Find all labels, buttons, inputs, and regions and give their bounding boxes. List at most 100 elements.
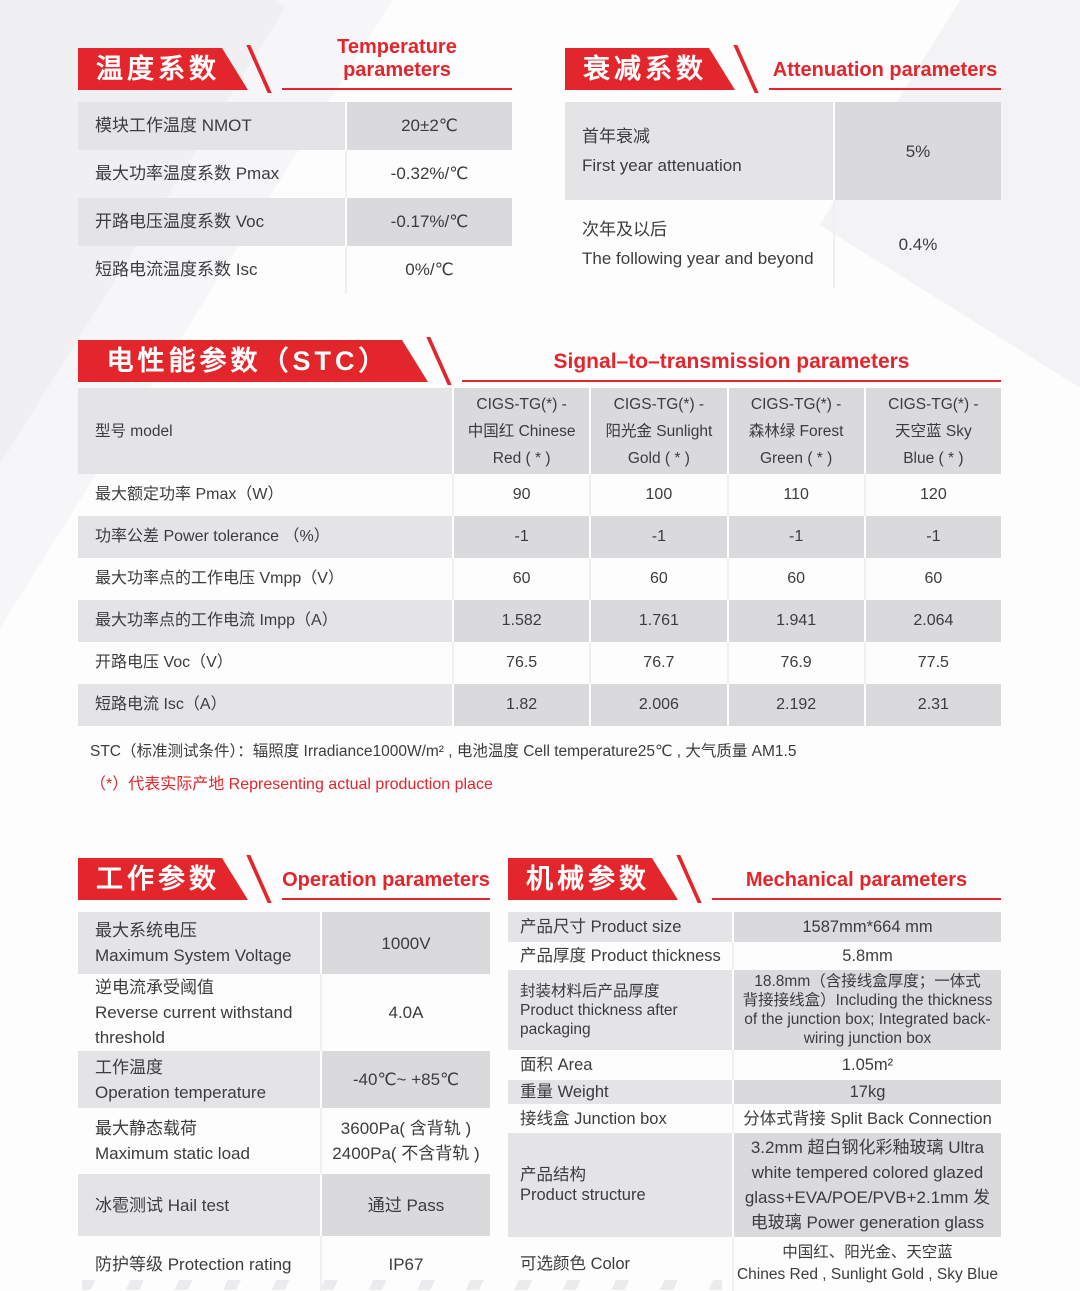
table-row: 冰雹测试 Hail test 通过 Pass: [78, 1174, 490, 1236]
row-value: 2.31: [863, 684, 1001, 726]
table-row: 接线盒 Junction box 分体式背接 Split Back Connect…: [508, 1104, 1001, 1133]
row-value: 60: [589, 558, 726, 600]
row-value: 1587mm*664 mm: [732, 912, 1001, 942]
row-label: 模块工作温度 NMOT: [78, 102, 345, 150]
row-value: 3.2mm 超白钢化彩釉玻璃 Ultra white tempered color…: [732, 1133, 1001, 1237]
row-value: 100: [589, 474, 726, 516]
row-value: -40℃~ +85℃: [320, 1051, 490, 1108]
banner-slant-line: [733, 45, 759, 93]
table-row: 开路电压 Voc（V） 76.5 76.7 76.9 77.5: [78, 642, 1001, 684]
row-value: 分体式背接 Split Back Connection: [732, 1104, 1001, 1133]
section-title-en: Mechanical parameters: [745, 869, 968, 891]
table-row: 模块工作温度 NMOT 20±2℃: [78, 102, 512, 150]
table-row: 重量 Weight 17kg: [508, 1080, 1001, 1104]
row-label: 首年衰减 First year attenuation: [565, 102, 833, 200]
banner-slant-line: [246, 45, 272, 93]
row-value: 5.8mm: [732, 942, 1001, 970]
banner-flag: 衰减系数: [565, 48, 735, 90]
table-row: 短路电流温度系数 Isc 0%/℃: [78, 246, 512, 294]
row-value: 1000V: [320, 912, 490, 974]
row-label: 产品尺寸 Product size: [508, 912, 732, 942]
banner-underline: [769, 87, 1001, 90]
row-label: 防护等级 Protection rating: [95, 1254, 292, 1274]
banner-flag: 温度系数: [78, 48, 248, 90]
table-row: 可选颜色 Color 中国红、阳光金、天空蓝 Chines Red , Sunlig…: [508, 1237, 1001, 1291]
row-value: 60: [863, 558, 1001, 600]
row-value: 60: [726, 558, 864, 600]
row-label: 开路电压温度系数 Voc: [78, 198, 345, 246]
banner-underline: [282, 897, 490, 900]
row-value: 2.064: [863, 600, 1001, 642]
row-label: 面积 Area: [520, 1056, 593, 1074]
production-place-note: （*）代表实际产地 Representing actual production…: [90, 776, 493, 793]
section-banner: 机械参数 Mechanical parameters: [508, 855, 1001, 903]
row-value: 5%: [833, 102, 1001, 200]
section-title-cn: 温度系数: [96, 54, 220, 84]
row-value: 2.192: [726, 684, 864, 726]
row-value: 76.9: [726, 642, 864, 684]
row-value: -1: [726, 516, 864, 558]
section-title-en: Temperature parameters: [337, 36, 457, 81]
row-label: 最大功率温度系数 Pmax: [95, 164, 280, 184]
section-banner: 电性能参数（STC） Signal–to–transmission parame…: [78, 337, 1001, 385]
table-row: 短路电流 Isc（A） 1.82 2.006 2.192 2.31: [78, 684, 1001, 726]
row-label: 短路电流温度系数 Isc: [95, 260, 258, 280]
row-label: 封装材料后产品厚度 Product thickness after packagin…: [508, 970, 732, 1050]
table-row: 产品尺寸 Product size 1587mm*664 mm: [508, 912, 1001, 942]
table-row: 最大功率点的工作电流 Impp（A） 1.582 1.761 1.941 2.064: [78, 600, 1001, 642]
section-title-cn: 电性能参数（STC）: [106, 346, 390, 376]
row-label: 最大功率点的工作电流 Impp（A）: [78, 600, 452, 642]
table-header-row: 型号 model CIGS-TG(*) - 中国红 Chinese Red ( * )…: [78, 388, 1001, 474]
row-label: 次年及以后 The following year and beyond: [582, 220, 814, 268]
row-value: CIGS-TG(*) - 天空蓝 Sky Blue ( * ): [863, 388, 1001, 474]
section-temperature: 温度系数 Temperature parameters 模块工作温度 NMOT 2…: [78, 36, 512, 294]
row-value: CIGS-TG(*) - 中国红 Chinese Red ( * ): [452, 388, 590, 474]
table-row: 开路电压温度系数 Voc -0.17%/℃: [78, 198, 512, 246]
row-value: 60: [452, 558, 589, 600]
background-chevron-strip: [82, 1280, 722, 1290]
section-operation: 工作参数 Operation parameters 最大系统电压 Maximum …: [78, 855, 490, 1291]
row-value: IP67: [320, 1236, 490, 1291]
row-value: 90: [452, 474, 589, 516]
row-value: CIGS-TG(*) - 阳光金 Sunlight Gold ( * ): [589, 388, 727, 474]
section-title-cn: 机械参数: [526, 864, 650, 894]
section-electrical-stc: 电性能参数（STC） Signal–to–transmission parame…: [78, 337, 1001, 794]
row-value: 1.941: [726, 600, 864, 642]
mechanical-table: 产品尺寸 Product size 1587mm*664 mm 产品厚度 Produ…: [508, 912, 1001, 1291]
section-title-en: Signal–to–transmission parameters: [553, 350, 910, 373]
banner-flag: 电性能参数（STC）: [78, 340, 428, 382]
row-value: -1: [863, 516, 1001, 558]
table-row: 次年及以后 The following year and beyond 0.4%: [565, 200, 1001, 288]
row-label: 最大功率点的工作电压 Vmpp（V）: [95, 570, 344, 587]
table-row: 最大系统电压 Maximum System Voltage 1000V: [78, 912, 490, 974]
row-value: 76.5: [452, 642, 589, 684]
table-row: 面积 Area 1.05m²: [508, 1050, 1001, 1080]
row-label: 接线盒 Junction box: [520, 1109, 667, 1128]
section-banner: 温度系数 Temperature parameters: [78, 36, 512, 93]
table-row: 功率公差 Power tolerance （%） -1 -1 -1 -1: [78, 516, 1001, 558]
row-value: 17kg: [732, 1080, 1001, 1104]
row-value: 76.7: [589, 642, 726, 684]
row-value: 110: [726, 474, 864, 516]
row-label: 可选颜色 Color: [520, 1255, 631, 1273]
table-row: 最大静态载荷 Maximum static load 3600Pa( 含背轨 ) 24…: [78, 1108, 490, 1174]
row-value: 20±2℃: [345, 102, 512, 150]
row-value: 1.582: [452, 600, 590, 642]
table-row: 最大额定功率 Pmax（W） 90 100 110 120: [78, 474, 1001, 516]
row-label: 逆电流承受阈值 Reverse current withstand threshol…: [95, 978, 293, 1047]
banner-slant-line: [676, 855, 702, 903]
table-row: 防护等级 Protection rating IP67: [78, 1236, 490, 1291]
table-row: 产品厚度 Product thickness 5.8mm: [508, 942, 1001, 970]
row-value: -1: [589, 516, 727, 558]
row-label: 最大静态载荷 Maximum static load: [95, 1119, 250, 1163]
section-mechanical: 机械参数 Mechanical parameters 产品尺寸 Product …: [508, 855, 1001, 1291]
table-row: 工作温度 Operation temperature -40℃~ +85℃: [78, 1051, 490, 1108]
row-value: 120: [863, 474, 1001, 516]
section-title-cn: 衰减系数: [583, 54, 707, 84]
banner-underline: [282, 87, 512, 90]
row-label: 开路电压 Voc（V）: [95, 654, 233, 671]
row-label: 产品厚度 Product thickness: [520, 947, 721, 965]
banner-flag: 工作参数: [78, 858, 248, 900]
row-label: 冰雹测试 Hail test: [78, 1174, 320, 1236]
